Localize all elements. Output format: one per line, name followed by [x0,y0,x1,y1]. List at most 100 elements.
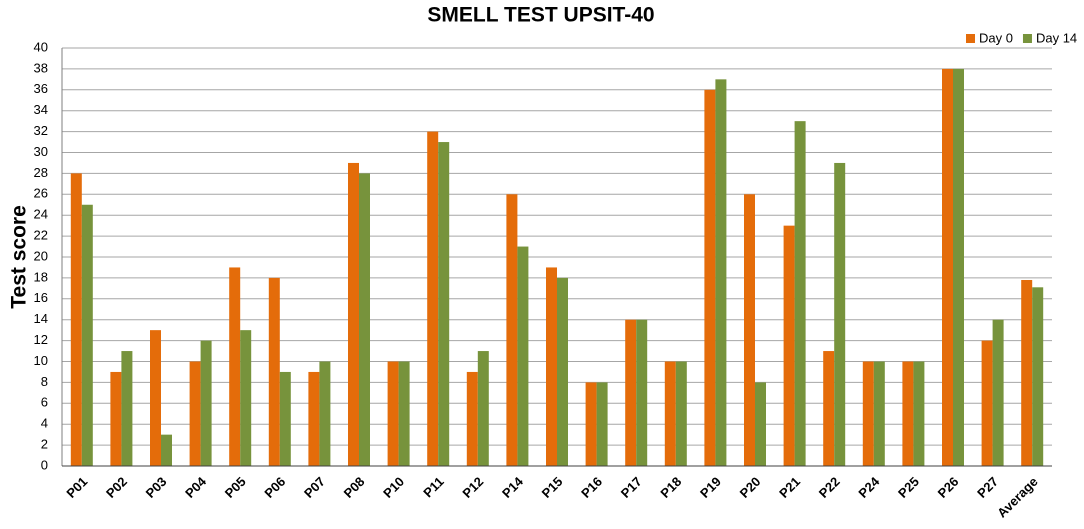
x-tick-label: P16 [578,474,605,501]
bar [862,361,874,466]
y-tick-label: 26 [34,186,48,201]
bar [240,330,252,466]
legend-swatch [966,34,975,43]
y-tick-label: 2 [41,437,48,452]
y-tick-label: 12 [34,332,48,347]
x-tick-label: Average [994,474,1041,521]
bar [992,319,1004,466]
bar [636,319,648,466]
bar [953,68,964,467]
bar [823,351,835,466]
y-tick-label: 8 [41,374,48,389]
bar [902,361,914,466]
bar [783,225,795,466]
x-tick-label: P06 [261,474,288,501]
x-tick-label: P02 [103,474,130,501]
x-tick-label: P15 [539,474,566,501]
y-tick-label: 18 [34,269,48,284]
bar [398,361,410,466]
bar [557,277,568,466]
bar [675,361,687,466]
x-tick-label: P04 [182,473,210,501]
x-tick-label: P07 [301,474,328,501]
bar [506,194,518,467]
y-tick-label: 4 [41,416,48,431]
bar [834,162,846,466]
x-tick-label: P27 [974,474,1001,501]
bar [477,351,489,466]
x-tick-label: P11 [420,474,446,500]
bar [664,361,676,466]
bar [596,382,608,466]
x-tick-label: P12 [459,474,486,501]
bar [150,330,161,466]
y-tick-label: 6 [41,395,48,410]
y-tick-label: 0 [41,457,48,472]
bar [1021,279,1033,466]
chart-title: SMELL TEST UPSIT-40 [427,4,654,27]
bar [319,361,331,466]
y-tick-label: 30 [34,144,48,159]
x-tick-label: P26 [935,474,962,501]
bar [1032,287,1044,466]
bar [359,173,370,466]
bar [981,340,993,466]
bar [913,361,925,466]
bar [517,246,529,466]
x-tick-label: P05 [222,474,249,501]
x-tick-label: P08 [341,474,368,501]
bar [794,121,806,467]
y-tick-label: 22 [34,228,48,243]
bar [308,371,320,466]
x-tick-label: P10 [380,474,407,501]
bar [585,382,597,466]
bar [70,173,82,466]
x-tick-label: P22 [816,474,843,501]
x-tick-label: P18 [657,474,684,501]
y-tick-label: 14 [34,311,48,326]
bar [704,89,716,467]
bar [387,361,399,466]
y-tick-label: 24 [34,207,48,222]
x-tick-label: P03 [143,474,170,501]
y-tick-label: 20 [34,248,48,263]
bar [942,68,953,467]
bar [438,142,450,467]
y-tick-label: 28 [34,165,48,180]
y-tick-label: 34 [34,102,48,117]
x-tick-label: P21 [776,474,803,501]
legend-swatch [1022,34,1032,43]
bar [546,267,557,466]
bar [229,267,241,466]
bar [279,371,291,466]
legend-label: Day 14 [1036,30,1077,45]
y-tick-label: 36 [34,81,48,96]
y-tick-label: 38 [34,60,48,75]
bar [268,277,280,466]
bar [161,434,172,466]
x-tick-label: P01 [63,474,90,501]
y-tick-label: 40 [34,39,48,54]
x-tick-label: P25 [895,474,922,501]
legend-label: Day 0 [979,30,1013,45]
y-tick-label: 32 [34,123,48,138]
y-axis-label: Test score [8,205,31,309]
bar [81,204,93,466]
x-tick-label: P19 [697,474,724,501]
bar [625,319,637,466]
bar [121,351,133,466]
x-tick-label: P24 [855,473,883,501]
bar [715,79,727,466]
bar [189,361,201,466]
y-tick-label: 10 [34,353,48,368]
bar [466,371,478,466]
x-tick-label: P14 [499,473,527,501]
bar [755,382,766,466]
bar [873,361,885,466]
bar [110,371,122,466]
y-tick-label: 16 [34,290,48,305]
bar [200,340,212,466]
bar [348,162,359,466]
x-tick-label: P17 [618,474,645,501]
